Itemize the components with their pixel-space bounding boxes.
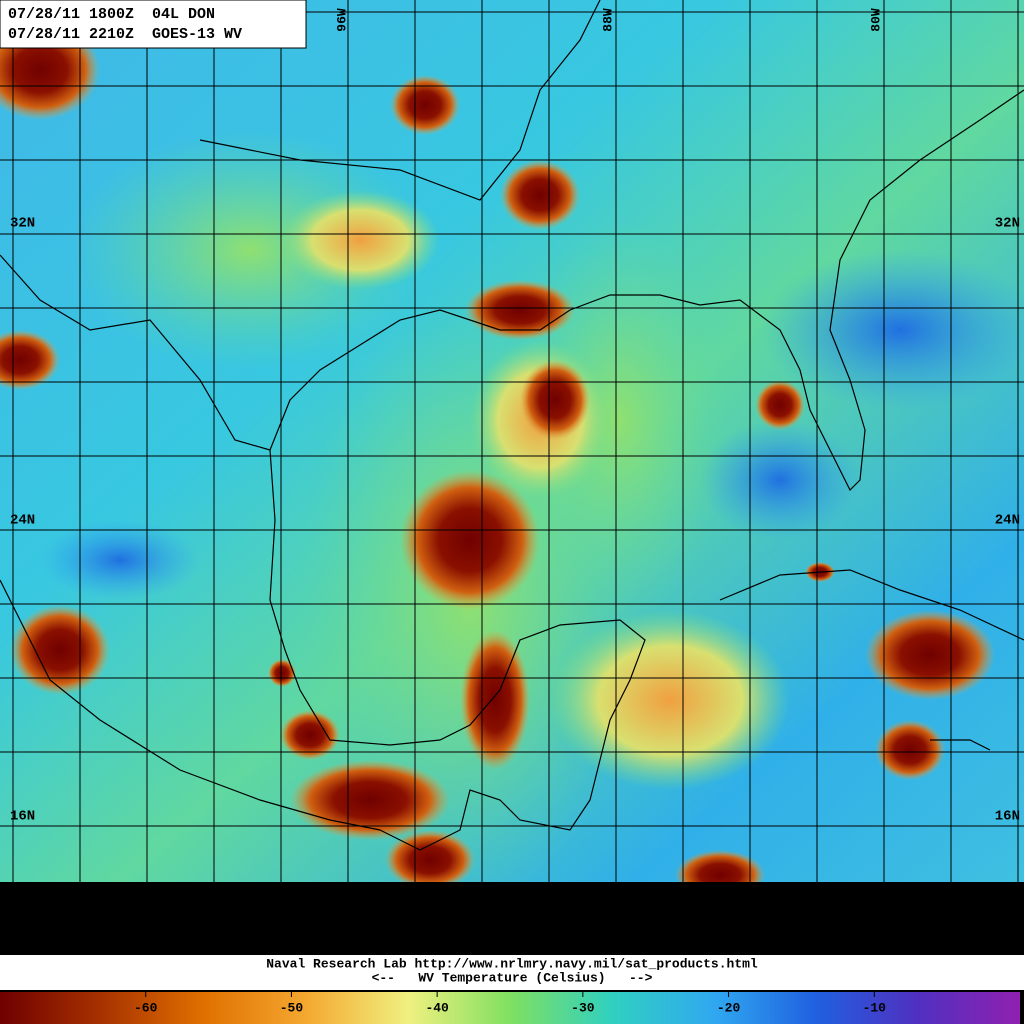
credit: Naval Research Lab http://www.nrlmry.nav… bbox=[266, 956, 758, 971]
colorbar-tick-label: -10 bbox=[863, 1000, 887, 1015]
colorbar-tick-label: -60 bbox=[134, 1000, 158, 1015]
colorbar-tick-label: -50 bbox=[280, 1000, 304, 1015]
coastline bbox=[0, 0, 1024, 850]
graticule bbox=[0, 0, 1024, 882]
colorbar bbox=[0, 992, 1020, 1024]
colorbar-tick-label: -20 bbox=[717, 1000, 741, 1015]
header-box bbox=[0, 0, 307, 49]
longitude-label: 80W bbox=[868, 8, 883, 32]
longitude-label: 96W bbox=[334, 8, 349, 32]
latitude-label: 24N bbox=[995, 513, 1020, 529]
colorbar-caption: <-- WV Temperature (Celsius) --> bbox=[372, 970, 653, 985]
footer-panel bbox=[0, 955, 1024, 990]
colorbar-tick-label: -30 bbox=[571, 1000, 595, 1015]
latitude-label: 32N bbox=[995, 216, 1020, 232]
satellite-image bbox=[0, 0, 1024, 900]
latitude-label: 16N bbox=[995, 809, 1020, 825]
latitude-label: 24N bbox=[10, 513, 35, 529]
colorbar-tick-label: -40 bbox=[425, 1000, 449, 1015]
longitude-label: 88W bbox=[600, 8, 615, 32]
latitude-label: 32N bbox=[10, 216, 35, 232]
latitude-label: 16N bbox=[10, 809, 35, 825]
no-data-band bbox=[0, 882, 1024, 955]
header-line: 07/28/11 2210Z GOES-13 WV bbox=[8, 26, 242, 43]
header-line: 07/28/11 1800Z 04L DON bbox=[8, 6, 215, 23]
